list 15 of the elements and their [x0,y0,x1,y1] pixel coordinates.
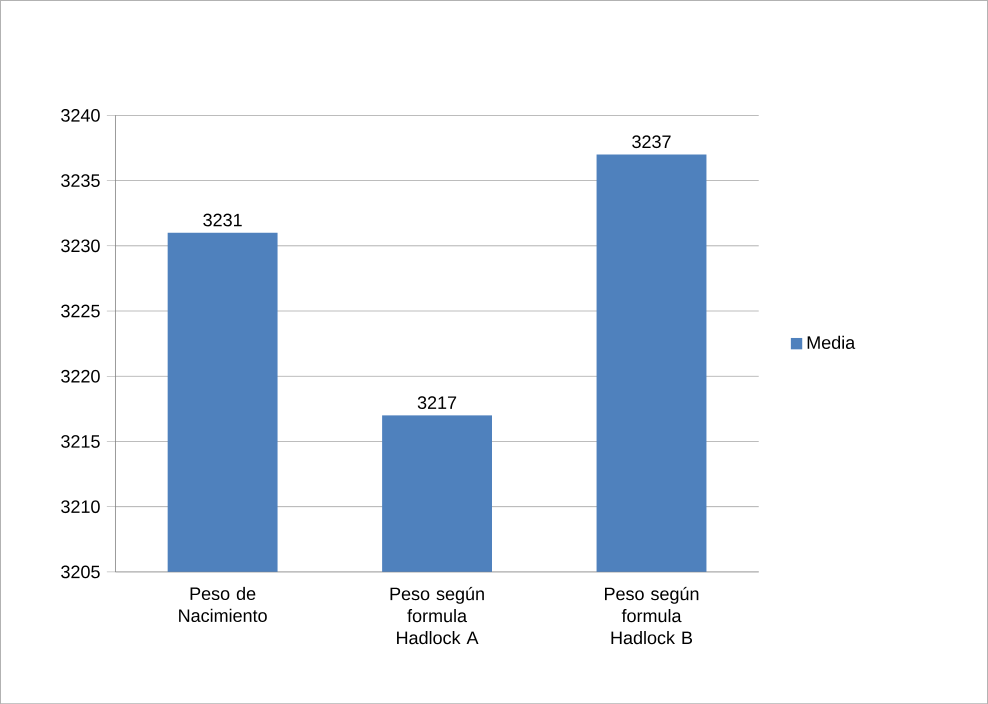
y-tick-label: 3220 [61,370,100,382]
data-label: 3231 [203,213,242,226]
y-tick-label: 3235 [61,174,100,187]
x-tick-label: Peso según formula Hadlock B [604,586,698,644]
legend-label: Media [808,336,856,349]
x-tick-label: Peso según formula Hadlock A [390,586,484,644]
data-label: 3237 [632,135,671,148]
x-tick-label: Peso de Nacimiento [179,586,267,622]
y-tick-label: 3210 [61,500,100,513]
y-tick-label: 3230 [61,239,100,252]
data-label: 3217 [418,396,456,409]
y-tick-label: 3215 [61,434,100,448]
y-tick-label: 3225 [61,304,100,318]
y-tick-label: 3240 [61,108,100,122]
y-tick-label: 3205 [61,565,100,578]
